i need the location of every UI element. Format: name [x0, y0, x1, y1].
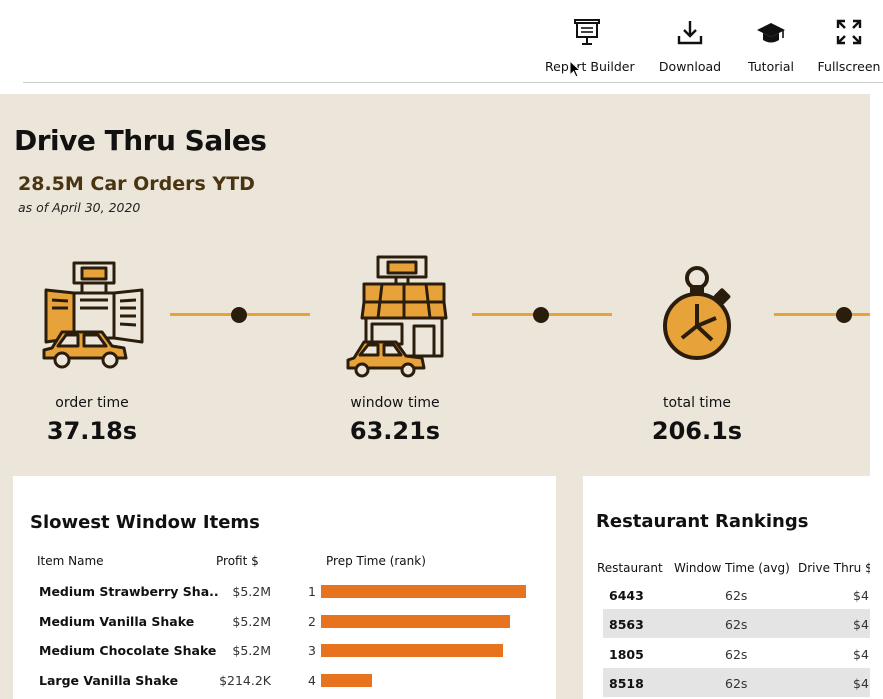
kpi-connector-dot	[533, 307, 549, 323]
presentation-board-icon	[574, 19, 600, 45]
window-time-value: 62s	[725, 676, 748, 691]
table-row[interactable]	[603, 668, 870, 697]
restaurant-id: 8518	[609, 676, 644, 691]
drive-thru-window-icon	[346, 255, 448, 378]
drive-thru-menu-board-icon	[42, 261, 144, 369]
drive-thru-value: $4	[853, 676, 869, 691]
item-profit: $214.2K	[219, 673, 271, 688]
item-profit: $5.2M	[232, 584, 271, 599]
column-header-item-name: Item Name	[37, 554, 104, 568]
slowest-window-items-card: Slowest Window Items Item Name Profit $ …	[13, 476, 556, 699]
kpi-label-order-time: order time	[55, 395, 129, 411]
restaurant-rankings-card: Restaurant Rankings Restaurant Window Ti…	[583, 476, 870, 699]
dashboard-title: Drive Thru Sales	[14, 124, 267, 157]
restaurant-id: 8563	[609, 617, 644, 632]
item-name: Medium Strawberry Sha..	[39, 584, 219, 599]
item-profit: $5.2M	[232, 614, 271, 629]
prep-time-bar[interactable]	[321, 585, 526, 598]
window-time-value: 62s	[725, 617, 748, 632]
restaurant-id: 1805	[609, 647, 644, 662]
column-header-drive-thru: Drive Thru $	[798, 561, 870, 575]
fullscreen-button[interactable]: Fullscreen	[817, 18, 881, 74]
item-rank: 4	[308, 673, 316, 688]
kpi-label-window-time: window time	[350, 395, 440, 411]
window-time-value: 62s	[725, 647, 748, 662]
report-builder-button[interactable]: Report Builder	[545, 18, 635, 74]
item-name: Large Vanilla Shake	[39, 673, 179, 688]
graduation-cap-icon	[757, 23, 785, 43]
kpi-value-total-time: 206.1s	[651, 417, 743, 445]
mouse-cursor-icon	[569, 60, 581, 78]
download-label: Download	[658, 59, 722, 74]
card-title: Slowest Window Items	[30, 512, 260, 533]
item-rank: 3	[308, 643, 316, 658]
report-builder-label: Report Builder	[545, 59, 635, 74]
dashboard-subtitle: 28.5M Car Orders YTD	[18, 173, 255, 195]
drive-thru-value: $4	[853, 588, 869, 603]
toolbar: Report Builder Download Tutorial Fullscr…	[0, 0, 883, 83]
dashboard: Drive Thru Sales 28.5M Car Orders YTD as…	[0, 94, 870, 699]
toolbar-divider	[23, 82, 883, 83]
as-of-date: as of April 30, 2020	[18, 200, 141, 215]
tutorial-button[interactable]: Tutorial	[745, 18, 797, 74]
drive-thru-value: $4	[853, 647, 869, 662]
item-name: Medium Chocolate Shake	[39, 643, 217, 658]
download-icon	[677, 21, 703, 45]
prep-time-bar[interactable]	[321, 644, 503, 657]
download-button[interactable]: Download	[657, 18, 723, 74]
kpi-connector	[774, 313, 870, 316]
column-header-prep-time: Prep Time (rank)	[326, 554, 426, 568]
kpi-connector-dot	[836, 307, 852, 323]
restaurant-id: 6443	[609, 588, 644, 603]
window-time-value: 62s	[725, 588, 748, 603]
kpi-value-window-time: 63.21s	[349, 417, 441, 445]
fullscreen-icon	[836, 19, 862, 45]
item-profit: $5.2M	[232, 643, 271, 658]
stopwatch-icon	[663, 266, 731, 360]
kpi-connector-dot	[231, 307, 247, 323]
item-rank: 2	[308, 614, 316, 629]
table-row[interactable]	[603, 609, 870, 638]
kpi-value-order-time: 37.18s	[46, 417, 138, 445]
fullscreen-label: Fullscreen	[817, 59, 881, 74]
card-title: Restaurant Rankings	[596, 511, 809, 532]
item-name: Medium Vanilla Shake	[39, 614, 195, 629]
drive-thru-value: $4	[853, 617, 869, 632]
tutorial-label: Tutorial	[748, 59, 794, 74]
column-header-window-time: Window Time (avg)	[674, 561, 790, 575]
prep-time-bar[interactable]	[321, 615, 510, 628]
item-rank: 1	[308, 584, 316, 599]
kpi-label-total-time: total time	[662, 395, 732, 411]
column-header-profit: Profit $	[216, 554, 259, 568]
column-header-restaurant: Restaurant	[597, 561, 663, 575]
prep-time-bar[interactable]	[321, 674, 372, 687]
